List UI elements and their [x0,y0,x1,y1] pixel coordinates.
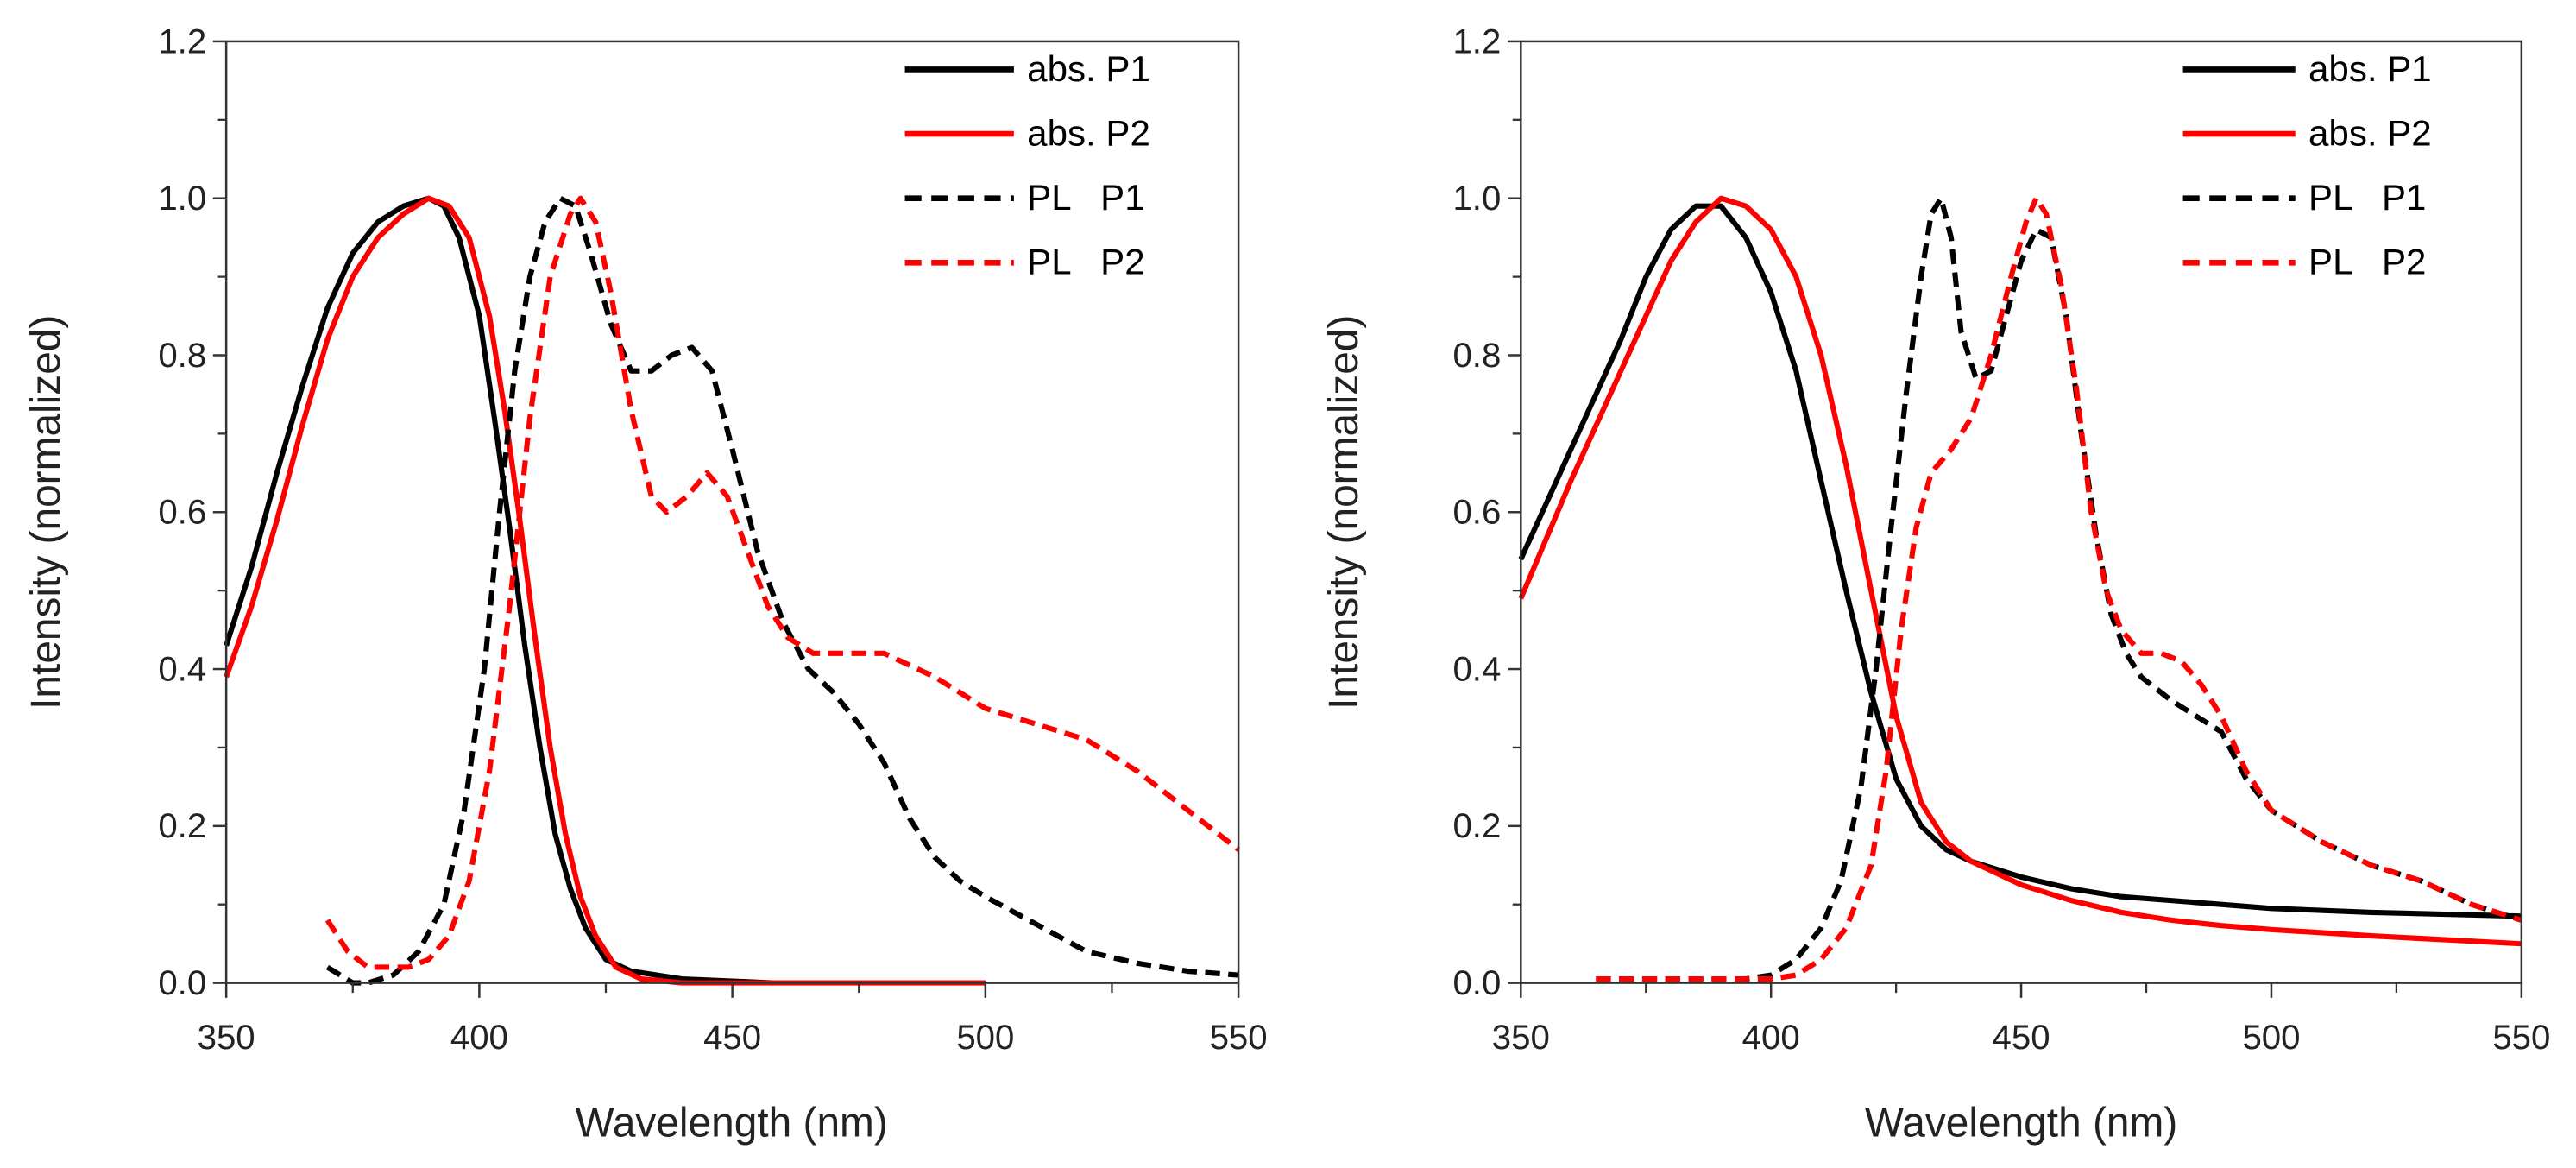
series-line-abs-p2 [1518,195,2522,947]
legend-label: abs. P1 [1027,48,1150,89]
x-tick-label: 350 [1492,1018,1550,1057]
legend-label: PL P1 [2308,177,2426,218]
x-tick-label: 500 [956,1018,1014,1057]
y-axis-title: Intensity (normalized) [1321,315,1367,710]
series-line-abs-p1 [1518,203,2522,919]
y-tick-label: 0.0 [1452,963,1501,1002]
x-tick-label: 450 [1993,1018,2050,1057]
y-axis-title: Intensity (normalized) [23,315,69,710]
right-panel: Intensity (normalized) Wavelength (nm) 0… [1321,22,2551,1146]
legend: abs. P1 abs. P2 PL P1 PL P2 [904,48,1150,282]
y-tick-label: 0.2 [1452,806,1501,845]
legend: abs. P1 abs. P2 PL P1 PL P2 [2182,48,2432,282]
x-axis-title: Wavelength (nm) [575,1101,887,1146]
y-tick-label: 0.2 [158,806,206,845]
series-line-pl-p1 [1596,195,2522,982]
x-tick-label: 550 [2492,1018,2550,1057]
left-panel: Intensity (normalized) Wavelength (nm) 0… [23,22,1268,1146]
x-tick-label: 450 [703,1018,761,1057]
x-tick-label: 400 [450,1018,508,1057]
legend-label: abs. P2 [1027,112,1150,153]
legend-label: abs. P2 [2308,112,2432,153]
y-tick-label: 0.6 [158,493,206,532]
y-tick-label: 1.2 [158,22,206,60]
legend-label: PL P2 [1027,242,1144,282]
legend-label: PL P1 [1027,177,1144,218]
x-tick-label: 350 [198,1018,255,1057]
y-tick-label: 0.4 [1452,649,1501,688]
legend-label: abs. P1 [2308,48,2432,89]
x-tick-label: 500 [2242,1018,2300,1057]
x-tick-label: 400 [1742,1018,1800,1057]
series-line-pl-p1 [325,195,1239,986]
y-tick-label: 0.8 [158,336,206,375]
y-tick-label: 0.0 [158,963,206,1002]
series-line-pl-p2 [1596,195,2522,982]
y-tick-label: 0.4 [158,649,206,688]
series-line-abs-p2 [224,195,986,986]
y-tick-label: 1.0 [158,179,206,218]
legend-label: PL P2 [2308,242,2426,282]
y-tick-label: 0.8 [1452,336,1501,375]
y-tick-label: 0.6 [1452,493,1501,532]
x-tick-label: 550 [1210,1018,1268,1057]
y-tick-label: 1.0 [1452,179,1501,218]
series-line-abs-p1 [224,195,773,986]
x-axis-title: Wavelength (nm) [1865,1101,2177,1146]
y-tick-label: 1.2 [1452,22,1501,60]
series-line-pl-p2 [324,195,1240,970]
